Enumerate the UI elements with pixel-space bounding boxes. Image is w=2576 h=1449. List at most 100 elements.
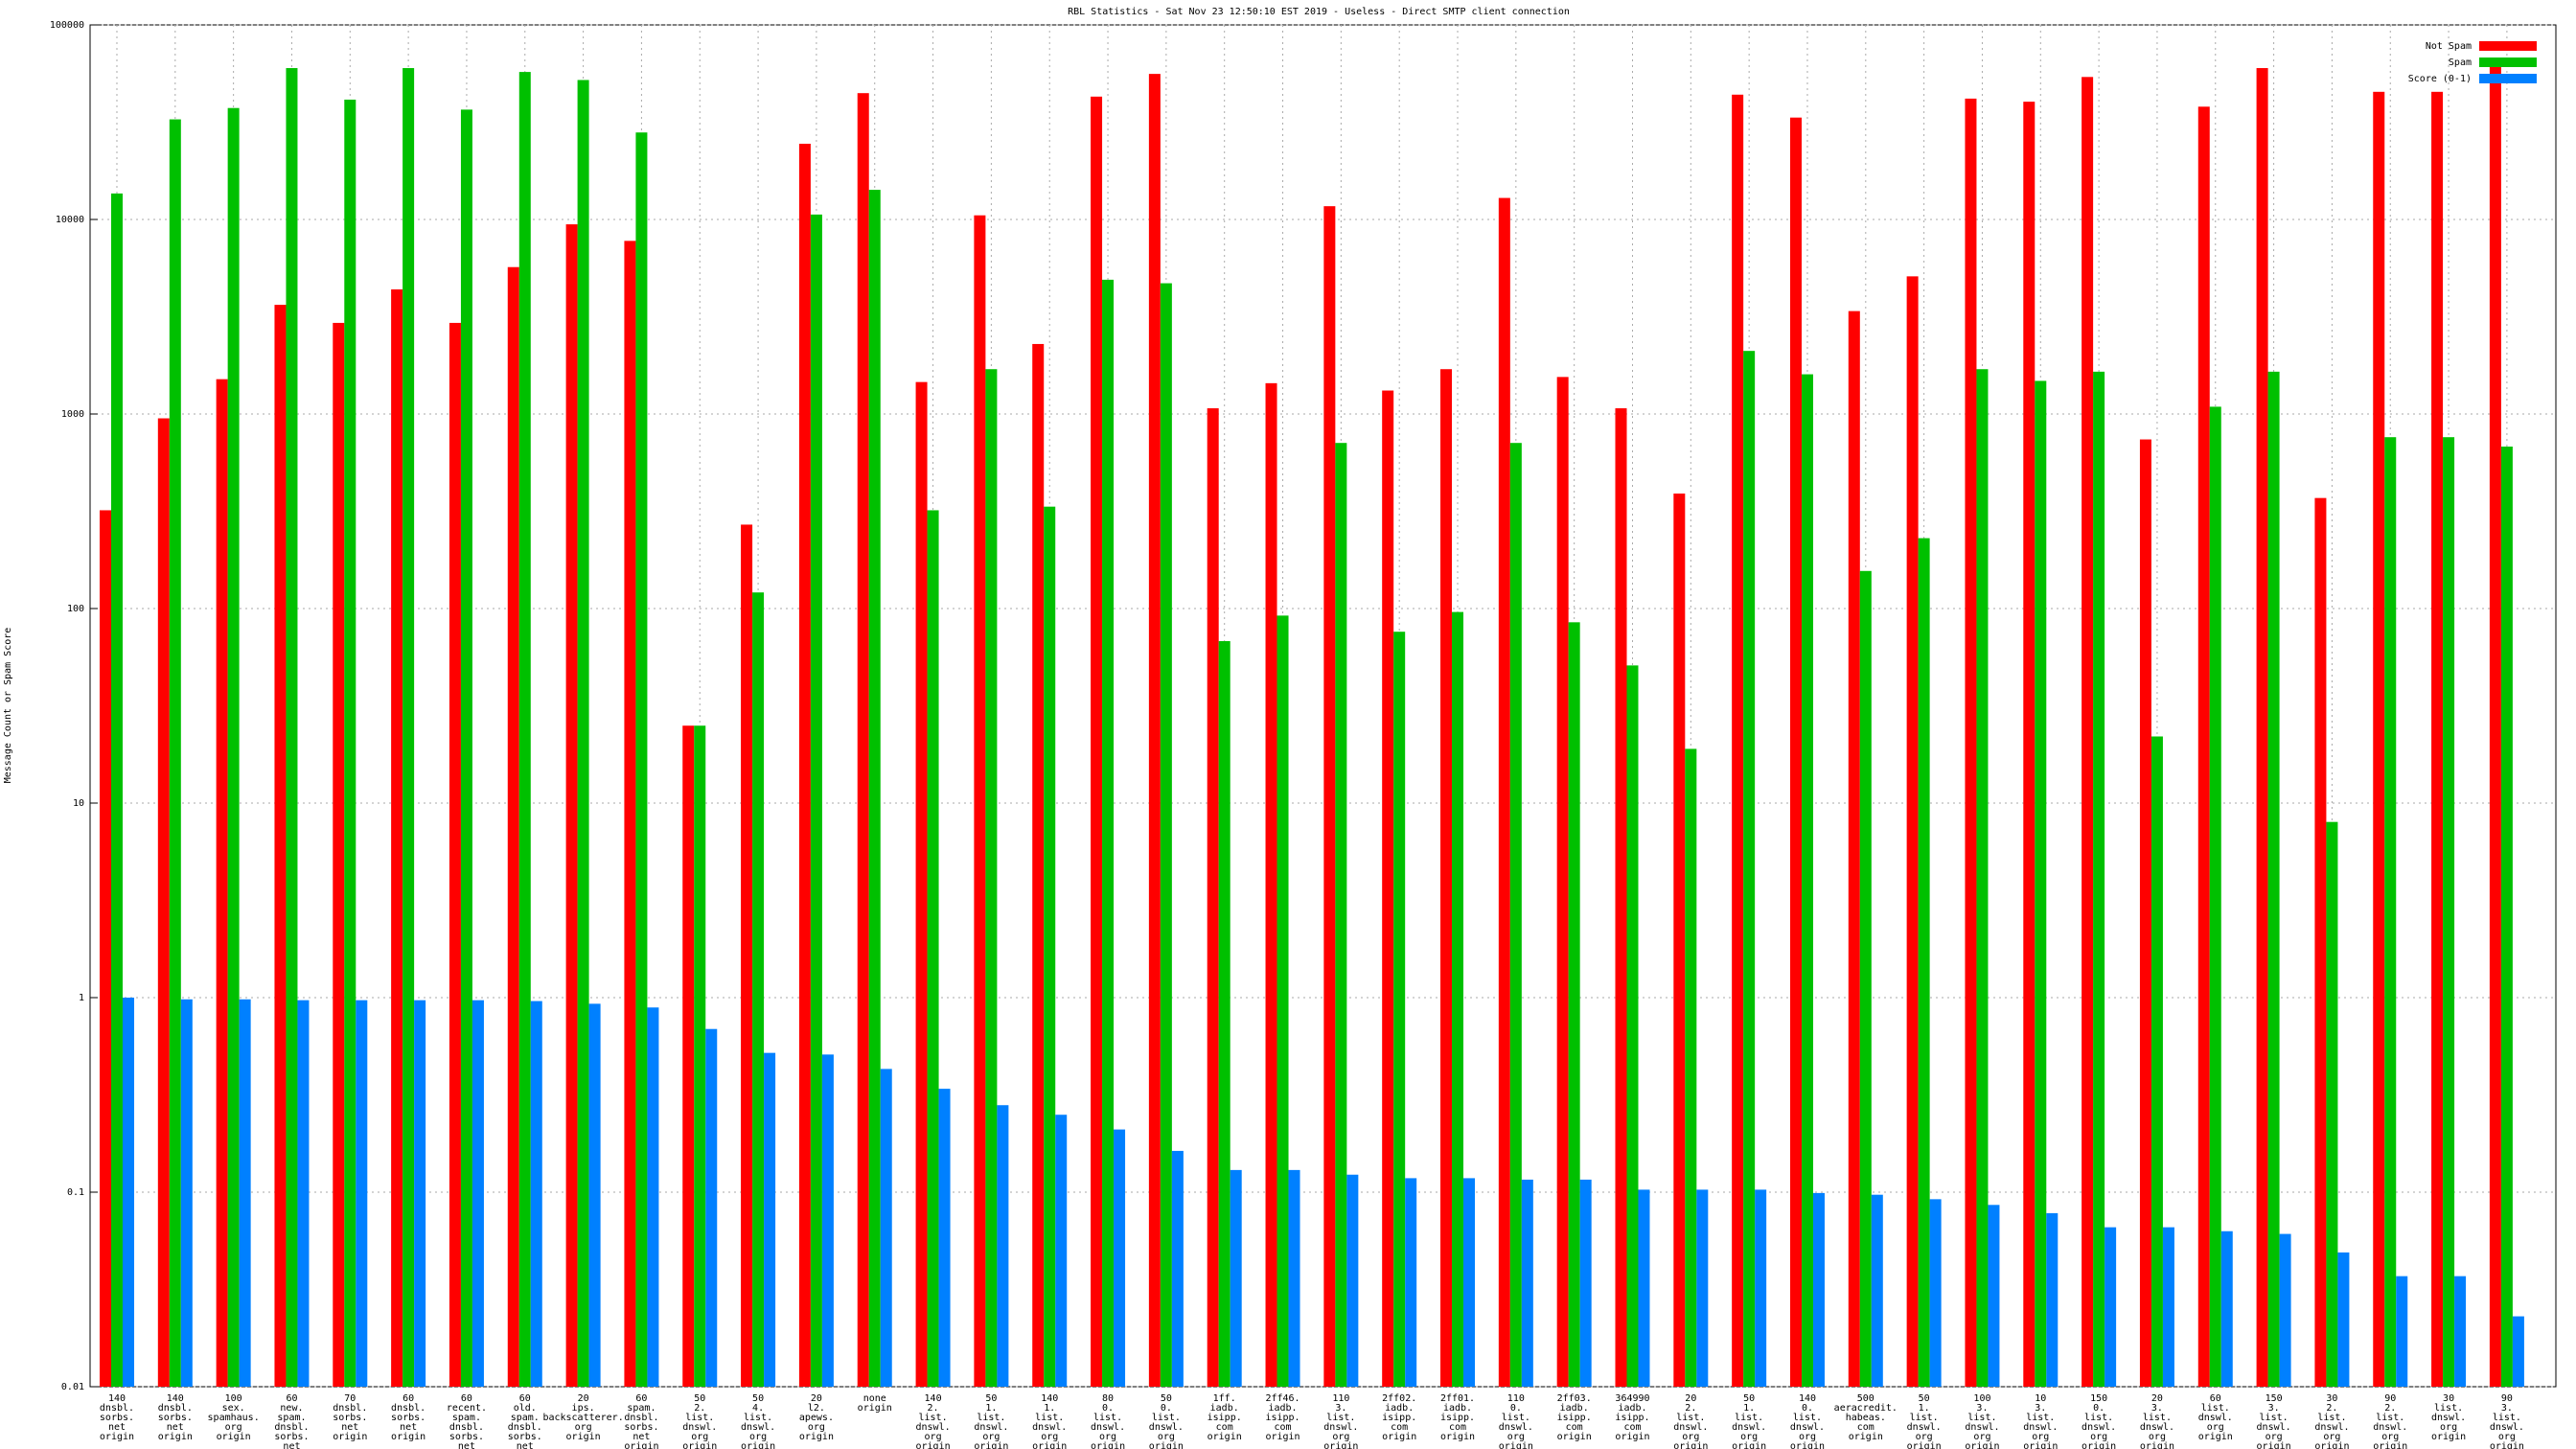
bar <box>530 1000 542 1387</box>
x-tick-label: origin <box>1382 1432 1416 1442</box>
bar <box>577 80 589 1388</box>
x-tick-label: origin <box>2373 1441 2407 1449</box>
bar <box>2046 1212 2058 1387</box>
bar <box>915 381 928 1388</box>
y-axis-label: Message Count or Spam Score <box>3 628 13 784</box>
bar <box>2104 1227 2117 1387</box>
x-tick-label: sorbs. <box>391 1413 426 1423</box>
bar <box>2512 1316 2524 1387</box>
bar <box>274 305 287 1387</box>
x-tick-label: origin <box>391 1432 426 1442</box>
bar <box>1859 570 1872 1387</box>
x-tick-label: list. <box>2317 1413 2346 1423</box>
x-tick-label: origin <box>1965 1441 1999 1449</box>
x-tick-label: origin <box>1615 1432 1649 1442</box>
bar <box>1171 1150 1184 1387</box>
bar <box>1382 390 1394 1388</box>
x-tick-label: 110 <box>1332 1393 1349 1404</box>
x-tick-label: 90 <box>2501 1393 2513 1404</box>
x-tick-label: dnswl. <box>2140 1422 2174 1433</box>
bar <box>391 288 403 1387</box>
bar <box>2220 1230 2233 1387</box>
x-tick-label: origin <box>217 1432 251 1442</box>
x-tick-label: 140 <box>1799 1393 1816 1404</box>
x-tick-label: 140 <box>925 1393 942 1404</box>
x-tick-label: 60 <box>461 1393 472 1404</box>
x-tick-label: spam. <box>277 1413 306 1423</box>
bar <box>705 1028 718 1387</box>
x-tick-label: 2ff01. <box>1440 1393 1475 1404</box>
x-tick-label: list. <box>1793 1413 1822 1423</box>
x-tick-label: list. <box>1676 1413 1705 1423</box>
x-tick-label: com <box>1216 1422 1233 1433</box>
bar <box>1871 1194 1883 1387</box>
bar <box>2139 439 2151 1387</box>
x-tick-label: 30 <box>2443 1393 2454 1404</box>
legend-swatch <box>2479 41 2537 51</box>
x-tick-label: org <box>2032 1432 2049 1442</box>
x-tick-label: 2ff02. <box>1382 1393 1416 1404</box>
x-tick-label: 60 <box>286 1393 297 1404</box>
x-tick-label: 3. <box>1976 1403 1988 1414</box>
x-tick-label: origin <box>1440 1432 1475 1442</box>
x-tick-label: dnswl. <box>2082 1422 2116 1433</box>
bar <box>402 68 415 1388</box>
bar <box>2035 380 2047 1387</box>
legend-label: Spam <box>2449 58 2472 68</box>
x-tick-label: origin <box>1091 1441 1125 1449</box>
x-tick-label: 60 <box>402 1393 414 1404</box>
bar <box>518 72 531 1388</box>
x-tick-label: list. <box>1093 1413 1122 1423</box>
x-tick-label: 50 <box>1161 1393 1172 1404</box>
bar <box>1568 622 1580 1387</box>
bar <box>752 592 765 1387</box>
x-tick-label: origin <box>1323 1441 1358 1449</box>
x-tick-label: org <box>1799 1432 1816 1442</box>
bar <box>624 241 636 1388</box>
bar <box>1218 641 1230 1387</box>
x-tick-label: origin <box>2490 1441 2524 1449</box>
x-tick-label: origin <box>333 1432 367 1442</box>
bar <box>1685 748 1697 1387</box>
x-tick-label: list. <box>1735 1413 1763 1423</box>
x-tick-label: origin <box>2314 1441 2349 1449</box>
x-tick-label: com <box>1566 1422 1583 1433</box>
x-tick-label: list. <box>2143 1413 2172 1423</box>
x-tick-label: list. <box>1502 1413 1530 1423</box>
x-tick-label: com <box>1623 1422 1641 1433</box>
x-tick-label: 60 <box>2210 1393 2221 1404</box>
x-tick-label: list. <box>2201 1403 2230 1414</box>
x-tick-label: 20 <box>1685 1393 1696 1404</box>
x-tick-label: dnswl. <box>682 1422 717 1433</box>
x-tick-label: sorbs. <box>100 1413 134 1423</box>
x-tick-label: list. <box>1035 1413 1064 1423</box>
bar <box>460 109 472 1387</box>
x-tick-label: origin <box>566 1432 601 1442</box>
bar <box>1812 1192 1825 1387</box>
bar <box>1288 1169 1300 1387</box>
x-tick-label: dnswl. <box>1149 1422 1184 1433</box>
bar <box>1405 1178 1417 1387</box>
x-tick-label: dnswl. <box>1032 1422 1067 1433</box>
x-tick-label: habeas. <box>1846 1413 1886 1423</box>
bar <box>1988 1205 2000 1387</box>
x-tick-label: 50 <box>1919 1393 1930 1404</box>
x-tick-label: origin <box>2198 1432 2233 1442</box>
bar <box>227 107 240 1388</box>
bar <box>2082 77 2094 1387</box>
x-tick-label: org <box>1916 1432 1933 1442</box>
x-tick-label: 150 <box>2266 1393 2283 1404</box>
x-tick-label: old. <box>514 1403 537 1414</box>
x-tick-label: 0. <box>1510 1403 1522 1414</box>
x-tick-label: net <box>517 1441 534 1449</box>
x-tick-label: 3. <box>2151 1403 2163 1414</box>
bar <box>333 322 345 1387</box>
bar <box>741 524 753 1387</box>
x-tick-label: com <box>1274 1422 1291 1433</box>
x-tick-label: 60 <box>519 1393 531 1404</box>
x-tick-label: org <box>2090 1432 2107 1442</box>
bar <box>810 214 822 1387</box>
legend-label: Score (0-1) <box>2408 74 2472 84</box>
x-tick-label: aeracredit. <box>1834 1403 1898 1414</box>
